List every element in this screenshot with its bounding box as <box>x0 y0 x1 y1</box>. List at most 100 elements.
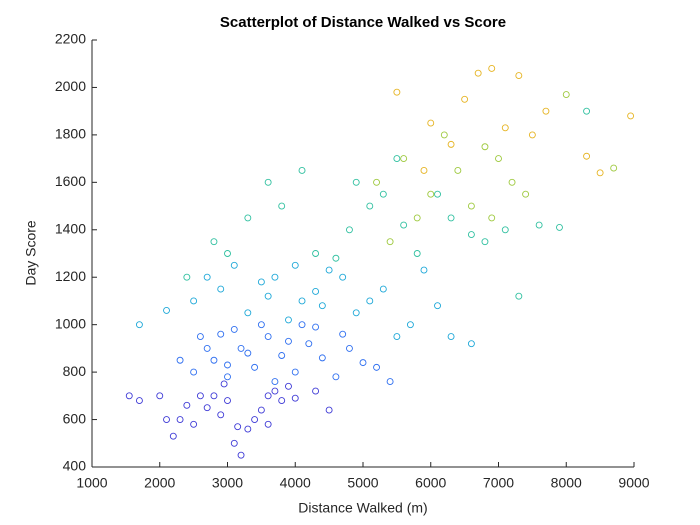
scatter-point <box>298 297 306 305</box>
scatter-point <box>237 451 245 459</box>
scatter-point <box>596 169 604 177</box>
scatter-point <box>373 178 380 186</box>
y-tick-label: 400 <box>63 458 87 474</box>
scatter-point <box>467 202 475 210</box>
x-tick-label: 1000 <box>76 475 107 491</box>
scatter-point <box>413 214 421 222</box>
scatter-point <box>501 226 509 234</box>
scatter-point <box>318 302 326 310</box>
scatter-point <box>583 107 591 115</box>
scatter-point <box>230 325 238 333</box>
y-tick-label: 2200 <box>55 31 86 47</box>
y-tick-label: 1200 <box>55 268 86 284</box>
scatter-point <box>346 226 353 234</box>
scatter-point <box>244 214 252 222</box>
scatter-point <box>542 107 550 115</box>
y-tick-label: 800 <box>63 363 87 379</box>
scatter-point <box>298 167 306 174</box>
x-tick-label: 4000 <box>280 475 311 491</box>
scatter-point <box>169 432 177 440</box>
scatter-point <box>488 65 496 72</box>
scatter-point <box>257 406 265 414</box>
scatter-point <box>447 140 455 148</box>
scatter-point <box>264 420 272 428</box>
scatter-point <box>488 214 496 222</box>
scatter-point <box>515 72 523 80</box>
scatter-point <box>224 250 231 257</box>
y-tick-label: 1600 <box>55 173 86 189</box>
scatter-point <box>251 363 259 371</box>
y-tick-label: 1400 <box>55 220 86 236</box>
scatter-point <box>481 143 489 151</box>
scatter-point <box>386 378 394 386</box>
scatter-point <box>366 297 374 305</box>
x-tick-label: 8000 <box>551 475 582 491</box>
scatter-point <box>220 380 228 388</box>
scatter-point <box>251 416 259 424</box>
scatter-point <box>257 321 265 329</box>
scatter-point <box>318 354 326 362</box>
scatter-point <box>332 254 340 262</box>
scatter-point <box>420 266 428 274</box>
scatter-point <box>210 392 218 400</box>
scatter-point <box>244 309 252 317</box>
scatter-point <box>400 155 408 163</box>
scatter-point <box>339 330 347 338</box>
scatter-point <box>627 112 635 120</box>
scatter-point <box>264 392 272 400</box>
scatter-point <box>325 406 333 414</box>
scatter-point <box>379 190 387 198</box>
x-axis-label: Distance Walked (m) <box>298 500 427 516</box>
scatter-point <box>467 231 475 238</box>
scatter-point <box>420 167 428 174</box>
scatter-point <box>501 124 509 132</box>
scatter-point <box>135 321 143 329</box>
scatter-point <box>535 221 543 229</box>
scatter-point <box>583 152 591 160</box>
scatter-point <box>305 340 313 348</box>
scatter-point <box>196 333 204 340</box>
scatter-point <box>217 411 225 419</box>
scatter-point <box>312 323 320 331</box>
scatter-point <box>125 392 133 400</box>
scatter-point <box>461 95 469 103</box>
scatter-point <box>339 273 347 281</box>
scatter-point <box>454 167 462 174</box>
scatter-point <box>393 333 401 340</box>
scatter-point <box>379 285 387 293</box>
scatter-point <box>237 344 245 352</box>
scatter-point <box>312 250 320 257</box>
scatter-point <box>234 423 242 431</box>
scatter-point <box>217 285 225 293</box>
scatter-point <box>210 238 218 246</box>
scatter-point <box>359 359 367 367</box>
y-tick-label: 1800 <box>55 126 86 142</box>
x-tick-label: 9000 <box>618 475 649 491</box>
y-tick-label: 2000 <box>55 78 86 94</box>
scatter-point <box>434 302 441 310</box>
scatter-point <box>522 190 530 198</box>
scatter-point <box>298 321 306 329</box>
scatter-point <box>278 202 286 210</box>
scatter-point <box>183 273 191 281</box>
scatter-point <box>508 178 516 186</box>
x-tick-label: 3000 <box>212 475 243 491</box>
scatter-point <box>312 387 320 395</box>
scatter-point <box>278 397 286 405</box>
scatter-point <box>224 373 231 381</box>
scatter-point <box>203 404 211 412</box>
scatter-point <box>373 363 380 371</box>
scatter-point <box>190 297 198 305</box>
scatter-point <box>264 178 272 186</box>
scatter-point <box>312 288 320 295</box>
scatter-point <box>562 91 570 99</box>
scatter-point <box>163 416 170 424</box>
scatter-point <box>495 155 502 163</box>
scatter-point <box>515 292 523 300</box>
scatter-point <box>400 221 408 229</box>
scatter-point <box>393 88 401 96</box>
scatter-point <box>271 378 279 386</box>
scatter-point <box>230 261 238 269</box>
x-tick-label: 6000 <box>415 475 446 491</box>
